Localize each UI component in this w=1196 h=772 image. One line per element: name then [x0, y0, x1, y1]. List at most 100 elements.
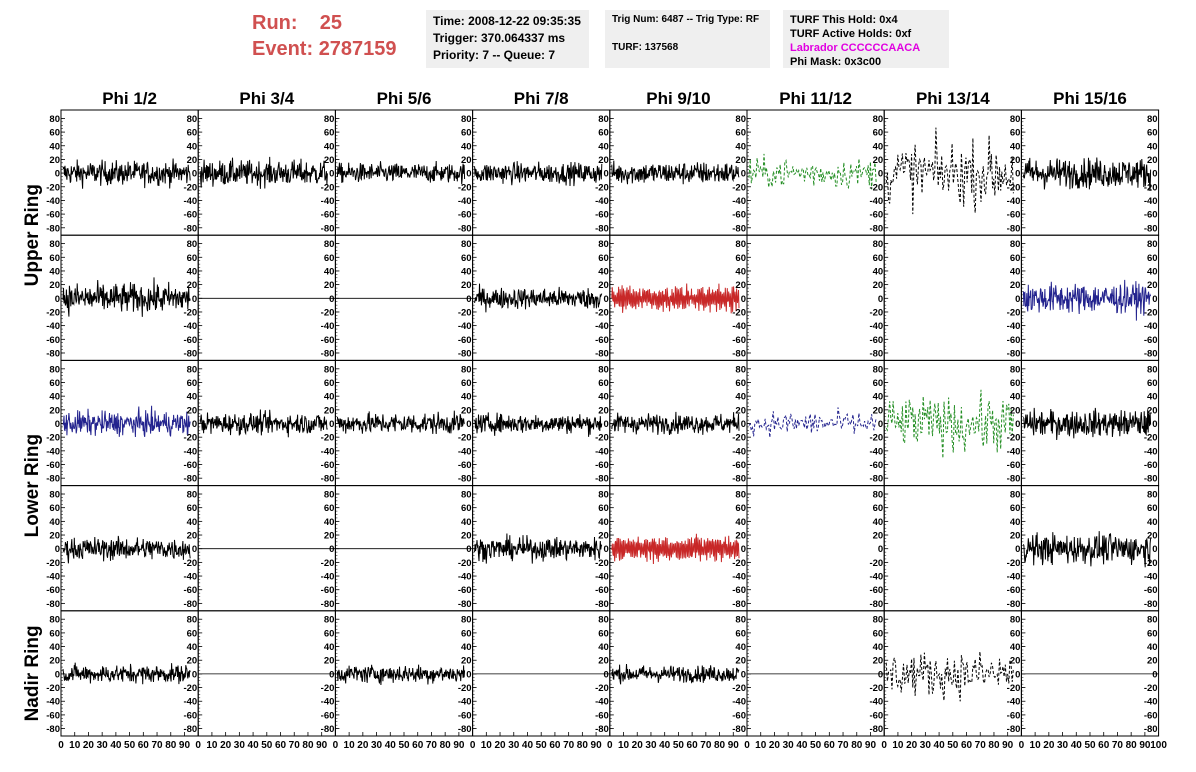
y-tick-label-right: -40: [1144, 321, 1158, 332]
y-tick-label: 60: [49, 503, 60, 514]
y-tick-label-right: -80: [1144, 474, 1158, 485]
x-tick-label: 10: [481, 740, 493, 751]
y-tick-label: 80: [187, 364, 198, 375]
y-tick-label: -60: [869, 710, 883, 721]
y-tick-label: -40: [595, 196, 609, 207]
y-tick-label-right: -60: [1144, 210, 1158, 221]
y-tick-label: -20: [458, 558, 472, 569]
x-tick-label: 50: [124, 740, 136, 751]
y-tick-label: -80: [183, 348, 197, 359]
y-tick-label: 20: [461, 155, 472, 166]
y-tick-label: 0: [55, 669, 60, 680]
y-tick-label-right: -60: [1144, 460, 1158, 471]
y-tick-label-right: 0: [1152, 169, 1157, 180]
y-tick-label: -20: [46, 307, 60, 318]
y-tick-label: 0: [878, 419, 883, 430]
y-tick-label: -80: [321, 348, 335, 359]
y-tick-label: -80: [458, 599, 472, 610]
y-tick-label: -20: [1007, 558, 1021, 569]
waveform-r1-c3: [337, 161, 464, 184]
x-tick-label: 80: [440, 740, 452, 751]
y-tick-label: 20: [49, 155, 60, 166]
y-tick-label: 60: [735, 378, 746, 389]
y-tick-label: 80: [873, 114, 884, 125]
y-tick-label: 80: [49, 615, 60, 626]
y-tick-label: -40: [595, 321, 609, 332]
y-tick-label: 20: [187, 531, 198, 542]
y-tick-label: 80: [1010, 364, 1021, 375]
y-tick-label: -60: [46, 335, 60, 346]
y-tick-label-right: -80: [1144, 348, 1158, 359]
y-tick-label: 60: [461, 253, 472, 264]
y-tick-label: -20: [183, 307, 197, 318]
y-tick-label: 20: [461, 531, 472, 542]
y-tick-label: -80: [1007, 474, 1021, 485]
y-tick-label: -20: [321, 433, 335, 444]
x-tick-label: 40: [110, 740, 122, 751]
y-tick-label: 20: [735, 531, 746, 542]
panel-frame-r2-c2: [198, 235, 335, 360]
y-tick-label: -80: [183, 599, 197, 610]
y-tick-label: -80: [732, 223, 746, 234]
y-tick-label: 60: [187, 628, 198, 639]
y-tick-label: 40: [324, 141, 335, 152]
y-tick-label: 60: [873, 128, 884, 139]
y-tick-label: -80: [1007, 223, 1021, 234]
y-tick-label: 80: [873, 364, 884, 375]
x-tick-label: 0: [607, 740, 613, 751]
x-tick-label: 10: [618, 740, 630, 751]
y-tick-label: 0: [466, 294, 471, 305]
y-tick-label: 60: [49, 628, 60, 639]
y-tick-label-right: 60: [1147, 128, 1158, 139]
panel-frame-r5-c2: [198, 611, 335, 736]
y-tick-label: 80: [461, 239, 472, 250]
y-tick-label: -20: [46, 182, 60, 193]
x-tick-label: 60: [138, 740, 150, 751]
y-tick-label: 0: [329, 669, 334, 680]
y-tick-label: -20: [46, 558, 60, 569]
y-tick-label: -40: [732, 321, 746, 332]
x-tick-label: 10: [206, 740, 218, 751]
y-tick-label: -60: [869, 210, 883, 221]
y-tick-label: 80: [461, 490, 472, 501]
y-tick-label: -40: [46, 446, 60, 457]
y-tick-label: -60: [595, 335, 609, 346]
y-tick-label-right: -20: [1144, 307, 1158, 318]
y-tick-label: 20: [598, 280, 609, 291]
x-tick-label: 40: [385, 740, 397, 751]
y-tick-label: -20: [595, 683, 609, 694]
y-tick-label: -20: [869, 307, 883, 318]
y-tick-label: 20: [49, 531, 60, 542]
x-tick-label: 90: [1002, 740, 1014, 751]
y-tick-label: 60: [461, 503, 472, 514]
column-header-3: Phi 5/6: [377, 89, 432, 108]
y-tick-label: 80: [598, 364, 609, 375]
y-tick-label: -60: [732, 210, 746, 221]
panel-frame-r4-c6: [747, 486, 884, 611]
panel-frame-r3-c6: [747, 360, 884, 485]
y-tick-label: 40: [461, 642, 472, 653]
x-tick-label: 90: [591, 740, 603, 751]
y-tick-label: 0: [604, 419, 609, 430]
y-tick-label: -80: [1007, 724, 1021, 735]
y-tick-label-right: 80: [1147, 615, 1158, 626]
y-tick-label: -20: [595, 433, 609, 444]
x-tick-label: 90: [728, 740, 740, 751]
y-tick-label: -60: [732, 335, 746, 346]
y-tick-label: 80: [873, 615, 884, 626]
y-tick-label: -80: [458, 348, 472, 359]
y-tick-label: 20: [461, 280, 472, 291]
x-tick-label: 40: [248, 740, 260, 751]
y-tick-label: -20: [458, 307, 472, 318]
panel-frame-r2-c7: [884, 235, 1021, 360]
y-tick-label: 60: [735, 128, 746, 139]
y-tick-label: 0: [1015, 669, 1020, 680]
y-tick-label: 60: [324, 253, 335, 264]
y-tick-label: -60: [595, 585, 609, 596]
y-tick-label: -80: [732, 724, 746, 735]
y-tick-label: -40: [869, 697, 883, 708]
y-tick-label: 20: [324, 531, 335, 542]
y-tick-label: 40: [598, 642, 609, 653]
column-header-5: Phi 9/10: [646, 89, 710, 108]
x-tick-label: 20: [906, 740, 918, 751]
